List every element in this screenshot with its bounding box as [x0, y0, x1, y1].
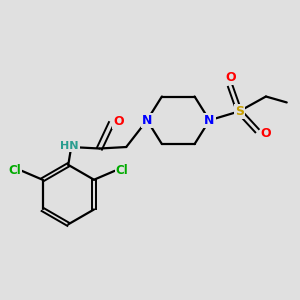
Text: N: N [204, 114, 214, 127]
Text: Cl: Cl [8, 164, 21, 177]
Text: HN: HN [61, 141, 79, 152]
Text: S: S [235, 105, 244, 118]
Text: N: N [142, 114, 152, 127]
Text: Cl: Cl [116, 164, 129, 177]
Text: O: O [225, 71, 236, 84]
Text: O: O [113, 115, 124, 128]
Text: O: O [261, 127, 271, 140]
